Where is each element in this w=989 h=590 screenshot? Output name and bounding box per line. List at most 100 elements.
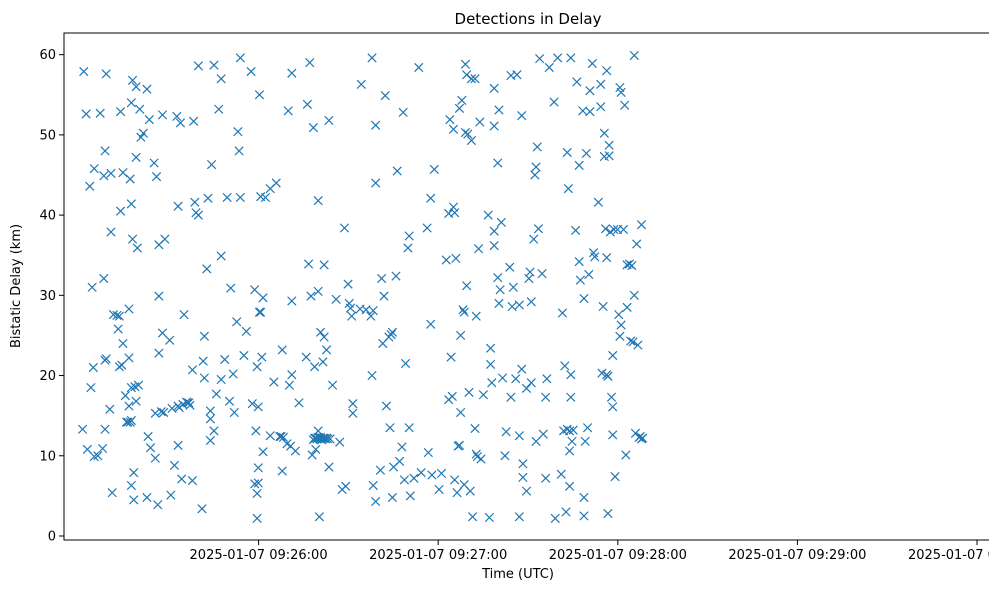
data-point-345 <box>535 54 545 64</box>
data-point-55 <box>132 243 142 253</box>
data-point-21 <box>106 227 116 237</box>
data-point-82 <box>172 111 182 122</box>
data-point-29 <box>115 106 126 117</box>
data-point-339 <box>529 234 539 244</box>
data-point-140 <box>253 463 263 473</box>
y-tick-label-5: 50 <box>39 128 56 143</box>
data-point-257 <box>427 470 437 480</box>
data-point-265 <box>446 352 456 362</box>
data-point-203 <box>325 434 335 444</box>
data-point-101 <box>193 210 204 220</box>
data-point-293 <box>470 423 480 434</box>
data-point-427 <box>629 290 639 300</box>
x-tick-label-4: 2025-01-07 09:30:00 <box>908 548 989 563</box>
data-point-49 <box>129 467 139 478</box>
data-point-416 <box>616 320 626 330</box>
data-point-304 <box>485 359 496 369</box>
data-point-294 <box>471 311 481 321</box>
data-point-125 <box>232 317 242 327</box>
data-point-214 <box>348 398 358 409</box>
data-point-258 <box>429 164 439 175</box>
data-point-259 <box>434 484 444 495</box>
data-point-43 <box>126 199 136 209</box>
data-point-66 <box>150 408 160 418</box>
data-point-7 <box>88 362 98 373</box>
data-point-268 <box>448 124 459 134</box>
data-point-280 <box>459 307 469 317</box>
x-tick-label-3: 2025-01-07 09:29:00 <box>728 548 866 563</box>
data-point-112 <box>209 60 219 70</box>
data-point-98 <box>190 197 200 207</box>
data-point-270 <box>450 475 460 485</box>
data-point-208 <box>339 223 350 233</box>
data-point-417 <box>618 224 629 235</box>
data-point-373 <box>574 160 584 170</box>
data-point-113 <box>209 426 219 436</box>
data-point-48 <box>127 234 138 244</box>
data-point-151 <box>265 431 275 441</box>
data-point-20 <box>105 404 115 414</box>
data-point-147 <box>257 352 267 362</box>
data-point-3 <box>82 444 92 454</box>
x-tick-label-2: 2025-01-07 09:28:00 <box>549 548 687 563</box>
data-point-25 <box>112 310 122 321</box>
data-point-120 <box>222 192 232 203</box>
data-point-301 <box>483 210 493 220</box>
data-point-63 <box>144 115 154 125</box>
data-point-412 <box>614 309 624 320</box>
plot-frame <box>63 32 989 541</box>
data-point-319 <box>505 262 515 272</box>
data-point-83 <box>173 201 183 211</box>
data-point-158 <box>277 466 287 476</box>
data-point-359 <box>561 507 571 517</box>
data-point-314 <box>495 285 505 295</box>
data-point-228 <box>376 273 387 284</box>
data-point-164 <box>287 370 297 380</box>
data-point-74 <box>157 110 168 120</box>
data-point-1 <box>79 66 89 77</box>
data-point-24 <box>108 309 119 320</box>
data-point-111 <box>206 159 217 170</box>
data-point-344 <box>533 224 544 234</box>
data-point-139 <box>252 488 262 499</box>
data-point-38 <box>124 353 134 363</box>
data-point-356 <box>557 308 568 318</box>
data-point-210 <box>343 279 353 289</box>
data-point-305 <box>487 378 497 388</box>
data-point-329 <box>517 111 527 121</box>
x-tick-label-0: 2025-01-07 09:26:00 <box>190 548 328 563</box>
data-point-370 <box>568 425 578 435</box>
data-point-180 <box>311 444 321 454</box>
data-point-19 <box>101 354 111 364</box>
data-point-298 <box>475 117 485 127</box>
data-point-264 <box>445 115 455 125</box>
data-point-204 <box>327 380 338 390</box>
data-point-195 <box>319 260 329 270</box>
data-point-243 <box>398 107 408 118</box>
data-point-372 <box>572 77 582 87</box>
data-point-306 <box>489 240 499 251</box>
data-point-224 <box>371 120 381 130</box>
data-point-14 <box>99 273 109 284</box>
data-point-374 <box>574 257 584 267</box>
data-point-234 <box>385 423 395 433</box>
data-point-338 <box>526 297 536 307</box>
data-point-347 <box>538 429 548 439</box>
data-point-308 <box>489 121 499 131</box>
data-point-115 <box>214 104 224 114</box>
data-point-235 <box>386 330 396 340</box>
data-point-317 <box>500 451 510 461</box>
data-point-336 <box>525 267 535 277</box>
data-point-289 <box>466 74 477 84</box>
data-point-326 <box>514 431 524 441</box>
data-point-435 <box>638 433 648 443</box>
data-point-60 <box>142 84 152 94</box>
data-point-365 <box>564 446 575 456</box>
data-point-13 <box>99 171 109 181</box>
chart-title: Detections in Delay <box>455 10 602 28</box>
data-point-398 <box>602 66 612 76</box>
data-point-377 <box>579 511 589 521</box>
data-point-107 <box>203 193 213 203</box>
data-point-166 <box>287 296 297 306</box>
